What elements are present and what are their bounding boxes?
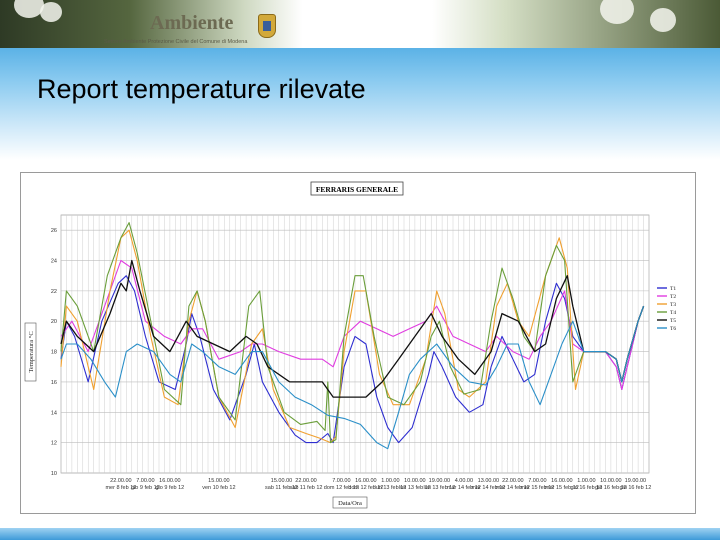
y-tick-label: 18	[51, 350, 57, 356]
footer-band	[0, 528, 720, 540]
y-axis-label: Temperatura °C	[28, 331, 35, 372]
x-tick-day-label: gio 16 feb 12	[570, 485, 602, 491]
x-tick-day-label: gio 16 feb 12	[595, 485, 627, 491]
flower-decoration	[650, 8, 676, 32]
y-tick-label: 20	[51, 319, 57, 325]
header-banner: Ambiente Settore Ambiente Protezione Civ…	[0, 0, 720, 48]
x-tick-label: 4.00.00	[455, 478, 473, 484]
x-tick-day-label: mar 14 feb 12	[471, 485, 505, 491]
y-tick-label: 14	[51, 410, 57, 416]
legend-label-t1: T1	[670, 286, 676, 292]
x-tick-label: 7.00.00	[528, 478, 546, 484]
series-line-t1	[60, 275, 645, 444]
series-line-t3	[60, 229, 645, 444]
page-title: Report temperature rilevate	[37, 74, 366, 104]
series-line-t4	[60, 222, 645, 444]
x-tick-day-label: dom 12 feb 12	[348, 485, 383, 491]
series-line-t5	[60, 259, 645, 398]
x-tick-label: 16.00.00	[551, 478, 572, 484]
chart-title-box	[310, 181, 404, 196]
x-tick-day-label: mer 15 feb 12	[520, 485, 554, 491]
x-tick-label: 7.00.00	[136, 478, 154, 484]
legend-label-t2: T2	[670, 294, 676, 300]
y-tick-label: 26	[51, 228, 57, 234]
x-tick-label: 10.00.00	[404, 478, 425, 484]
x-tick-label: 22.00.00	[502, 478, 523, 484]
x-tick-day-label: dom 12 feb 12	[324, 485, 359, 491]
y-tick-label: 24	[51, 259, 57, 265]
x-tick-label: 13.00.00	[478, 478, 499, 484]
x-tick-label: 16.00.00	[355, 478, 376, 484]
brand-name: Ambiente	[150, 12, 234, 34]
x-tick-label: 19.00.00	[429, 478, 450, 484]
x-tick-label: 10.00.00	[600, 478, 621, 484]
series-line-t6	[60, 305, 645, 450]
x-tick-day-label: gio 9 feb 12	[131, 485, 160, 491]
x-tick-label: 15.00.00	[208, 478, 229, 484]
legend-label-t5: T5	[670, 318, 676, 324]
brand-subtitle: Settore Ambiente Protezione Civile del C…	[104, 39, 248, 45]
flower-decoration	[14, 0, 44, 18]
flower-decoration	[40, 2, 62, 22]
y-tick-label: 12	[51, 441, 57, 447]
y-axis-label-box	[24, 322, 37, 382]
x-tick-day-label: mer 8 feb 12	[105, 485, 136, 491]
chart-frame: FERRARIS GENERALE 10 12 14 16 18 20 22 24 26 Tempe…	[20, 172, 696, 514]
x-tick-day-label: mar 14 feb 12	[496, 485, 530, 491]
x-tick-day-label: sab 11 feb 12	[265, 485, 298, 491]
x-tick-label: 16.00.00	[159, 478, 180, 484]
x-axis-label-box	[332, 496, 368, 509]
x-tick-day-label: mer 15 feb 12	[545, 485, 579, 491]
brand-logo: Ambiente Settore Ambiente Protezione Civ…	[100, 10, 280, 48]
y-tick-label: 10	[51, 471, 57, 477]
legend-label-t4: T4	[670, 310, 676, 316]
x-tick-label: 22.00.00	[295, 478, 316, 484]
x-tick-day-label: ven 10 feb 12	[202, 485, 235, 491]
x-tick-day-label: gio 9 feb 12	[156, 485, 185, 491]
x-tick-day-label: lun 13 feb 12	[423, 485, 455, 491]
flower-decoration	[600, 0, 634, 24]
legend-label-t6: T6	[670, 326, 676, 332]
x-tick-day-label: lun 13 feb 12	[399, 485, 431, 491]
x-tick-day-label: lun 13 feb 12	[374, 485, 406, 491]
title-band	[0, 48, 720, 160]
x-tick-label: 15.00.00	[271, 478, 292, 484]
y-tick-label: 16	[51, 380, 57, 386]
x-tick-day-label: gio 16 feb 12	[619, 485, 651, 491]
x-tick-day-label: mar 14 feb 12	[447, 485, 481, 491]
x-tick-label: 1.00.00	[381, 478, 399, 484]
x-tick-label: 1.00.00	[577, 478, 595, 484]
x-tick-label: 22.00.00	[110, 478, 131, 484]
x-axis-label: Data/Ora	[338, 500, 362, 507]
x-tick-label: 7.00.00	[332, 478, 350, 484]
crest-icon	[258, 14, 276, 38]
y-tick-label: 22	[51, 289, 57, 295]
chart-title: FERRARIS GENERALE	[316, 185, 398, 194]
temperature-chart: FERRARIS GENERALE 10 12 14 16 18 20 22 24 26 Tempe…	[24, 181, 676, 509]
x-tick-label: 19.00.00	[625, 478, 646, 484]
legend-label-t3: T3	[670, 302, 676, 308]
x-tick-day-label: sab 11 feb 12	[290, 485, 323, 491]
